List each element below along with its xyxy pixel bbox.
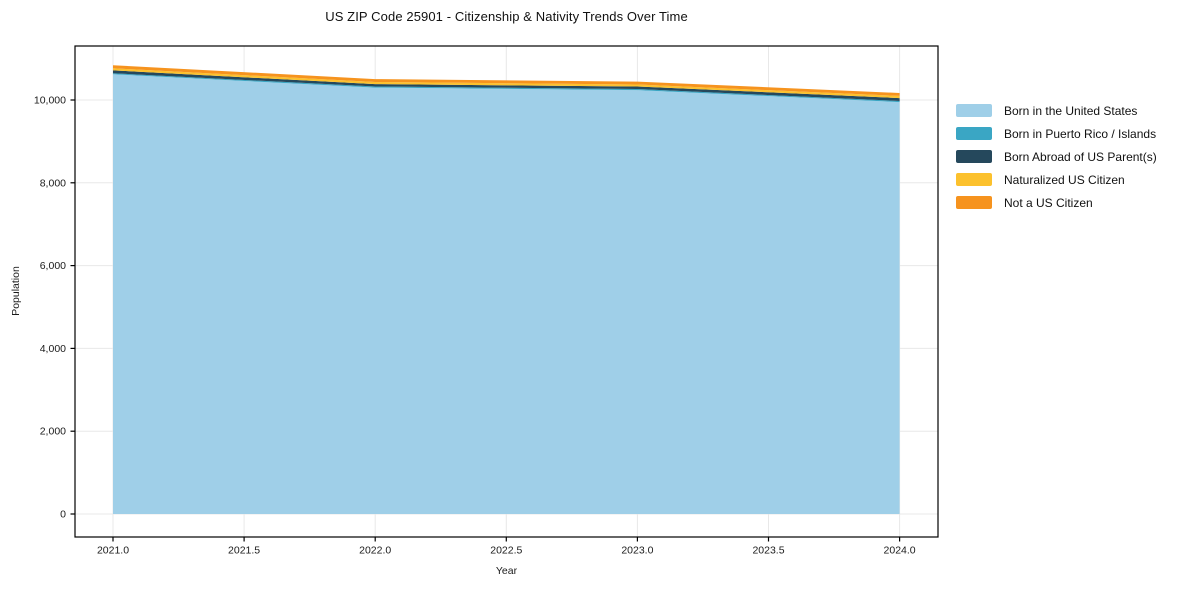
legend-swatch-naturalized-us-citizen <box>956 173 992 186</box>
legend-label: Naturalized US Citizen <box>1004 172 1125 187</box>
x-tick-label: 2023.5 <box>752 545 784 557</box>
x-tick-label: 2021.0 <box>97 545 129 557</box>
stacked-areas <box>113 65 900 515</box>
legend-item-born-abroad-of-us-parent-s: Born Abroad of US Parent(s) <box>956 149 1157 164</box>
legend-item-naturalized-us-citizen: Naturalized US Citizen <box>956 172 1157 187</box>
not-a-us-citizen-area <box>113 65 900 96</box>
chart-title: US ZIP Code 25901 - Citizenship & Nativi… <box>325 9 688 24</box>
axis-ticks: 2021.0 2021.5 2022.0 2022.5 2023.0 2023.5 2024… <box>34 95 916 557</box>
legend-item-born-in-the-united-states: Born in the United States <box>956 103 1157 118</box>
born-in-the-united-states-area <box>113 74 900 515</box>
legend: Born in the United States Born in Puerto … <box>956 103 1157 210</box>
y-tick-label: 4,000 <box>40 343 66 355</box>
y-tick-label: 0 <box>60 509 66 521</box>
x-tick-label: 2023.0 <box>621 545 653 557</box>
born-abroad-of-us-parent-s-area <box>113 70 900 101</box>
legend-item-born-in-puerto-rico-islands: Born in Puerto Rico / Islands <box>956 126 1157 141</box>
legend-label: Born in Puerto Rico / Islands <box>1004 126 1157 141</box>
legend-item-not-a-us-citizen: Not a US Citizen <box>956 195 1157 210</box>
legend-swatch-born-abroad-of-us-parent-s <box>956 150 992 163</box>
x-tick-label: 2021.5 <box>228 545 260 557</box>
y-tick-label: 2,000 <box>40 426 66 438</box>
x-tick-label: 2024.0 <box>884 545 916 557</box>
legend-label: Not a US Citizen <box>1004 195 1093 210</box>
legend-swatch-born-in-the-united-states <box>956 104 992 117</box>
x-tick-label: 2022.5 <box>490 545 522 557</box>
legend-label: Born in the United States <box>1004 103 1138 118</box>
y-axis-label: Population <box>10 266 22 316</box>
y-tick-label: 6,000 <box>40 260 66 272</box>
legend-swatch-born-in-puerto-rico-islands <box>956 127 992 140</box>
legend-label: Born Abroad of US Parent(s) <box>1004 149 1157 164</box>
y-tick-label: 8,000 <box>40 177 66 189</box>
y-tick-label: 10,000 <box>34 95 66 107</box>
legend-swatch-not-a-us-citizen <box>956 196 992 209</box>
x-tick-label: 2022.0 <box>359 545 391 557</box>
x-axis-label: Year <box>495 565 518 577</box>
